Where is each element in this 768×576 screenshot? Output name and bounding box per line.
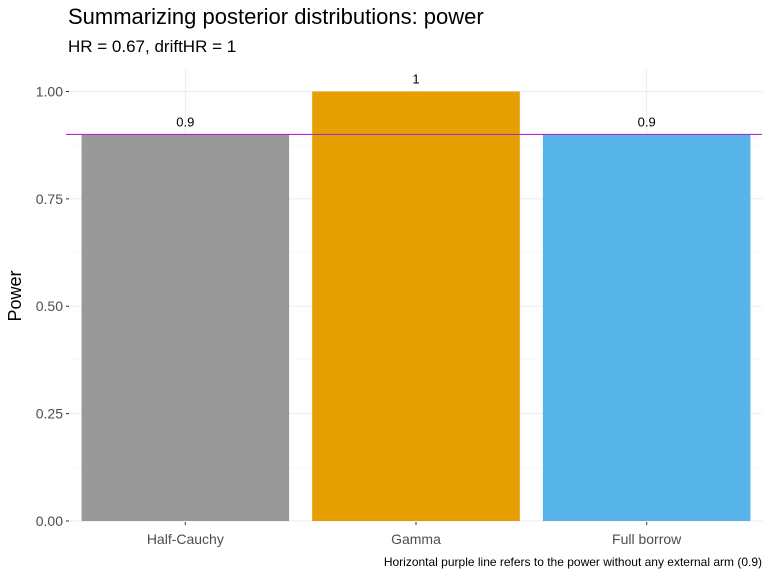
chart-subtitle: HR = 0.67, driftHR = 1 — [68, 37, 236, 56]
data-label: 0.9 — [638, 114, 656, 129]
x-tick-label: Gamma — [391, 531, 441, 547]
data-label: 1 — [412, 71, 419, 86]
bar-full-borrow — [542, 134, 751, 521]
x-tick-label: Full borrow — [612, 531, 682, 547]
bar-half-cauchy — [81, 134, 290, 521]
y-axis-title: Power — [5, 270, 25, 321]
bar-gamma — [312, 91, 520, 521]
y-tick-label: 1.00 — [36, 83, 63, 99]
x-tick-label: Half-Cauchy — [147, 531, 224, 547]
y-axis: 0.00 0.25 0.50 0.75 1.00 — [36, 83, 69, 529]
y-tick-label: 0.25 — [36, 406, 63, 422]
chart-caption: Horizontal purple line refers to the pow… — [384, 555, 762, 569]
chart-title: Summarizing posterior distributions: pow… — [68, 4, 484, 29]
y-tick-label: 0.50 — [36, 298, 63, 314]
data-labels: 0.9 1 0.9 — [176, 71, 655, 129]
bars — [81, 91, 751, 521]
y-tick-label: 0.75 — [36, 191, 63, 207]
y-tick-label: 0.00 — [36, 513, 63, 529]
data-label: 0.9 — [176, 114, 194, 129]
x-axis: Half-Cauchy Gamma Full borrow — [147, 522, 682, 547]
